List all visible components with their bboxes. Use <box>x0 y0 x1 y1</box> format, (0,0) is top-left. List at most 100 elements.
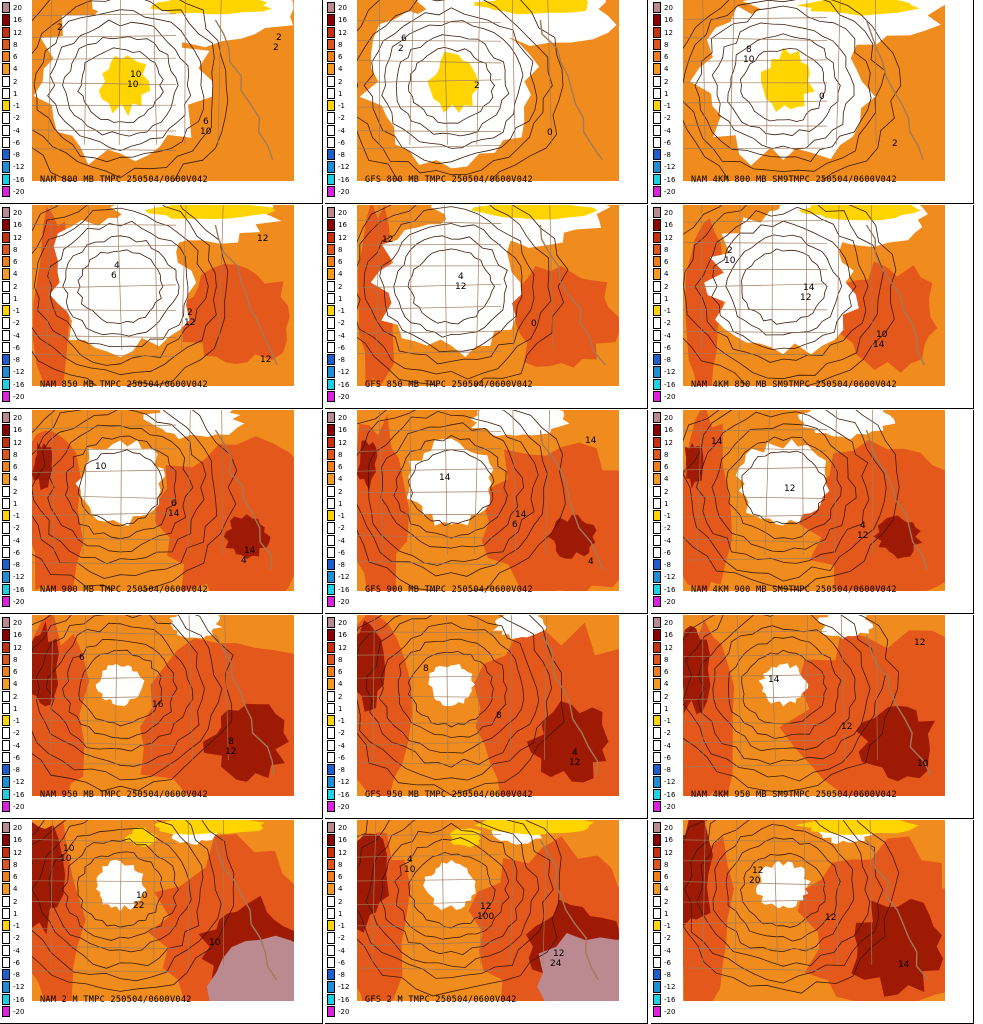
isotherm-contour <box>727 33 841 137</box>
contour-label: 12 <box>184 318 195 328</box>
legend-swatch <box>2 690 10 702</box>
panel-caption: GFS 950 MB TMPC 250504/0600V042 <box>365 790 533 800</box>
freezing-region-north <box>796 0 920 16</box>
legend-label: 2 <box>13 487 18 496</box>
contour-label: 10 <box>130 70 142 80</box>
cold-region <box>406 438 494 526</box>
legend-swatch <box>2 243 10 255</box>
legend-swatch <box>327 412 335 424</box>
legend-swatch <box>2 595 10 607</box>
state-boundary <box>357 429 502 432</box>
freezing-region-north <box>150 0 272 15</box>
legend-swatch <box>327 727 335 739</box>
isotherm-contour <box>32 410 218 579</box>
contour-label: 20 <box>749 876 761 886</box>
contour-label: 2 <box>187 308 193 318</box>
legend-label: 20 <box>13 414 22 422</box>
state-boundary <box>736 615 742 760</box>
state-boundary <box>357 144 502 150</box>
state-boundary <box>32 469 177 473</box>
legend-swatch <box>327 895 335 907</box>
legend-label: -20 <box>664 597 676 606</box>
legend-label: -20 <box>13 392 25 401</box>
legend-label: 2 <box>338 77 343 86</box>
legend-swatch <box>653 185 661 197</box>
legend-swatch <box>653 390 661 402</box>
state-boundary <box>357 219 502 224</box>
legend-swatch <box>2 739 10 751</box>
legend-label: -20 <box>664 392 676 401</box>
state-boundary <box>32 927 177 930</box>
legend-label: -12 <box>664 163 676 172</box>
legend-label: 4 <box>338 475 343 484</box>
legend-label: 6 <box>13 53 18 61</box>
legend-swatch <box>2 1005 10 1017</box>
state-boundary <box>683 881 828 886</box>
isotherm-contour <box>77 851 164 928</box>
legend-label: 8 <box>338 860 343 869</box>
state-boundary <box>805 205 808 350</box>
legend-label: -6 <box>338 138 345 147</box>
state-boundary <box>32 448 177 451</box>
state-boundary <box>357 40 502 42</box>
freezing-region-north <box>798 205 921 221</box>
legend-label: -1 <box>338 512 345 520</box>
legend-swatch <box>2 678 10 690</box>
legend-label: -20 <box>338 597 350 606</box>
state-boundary <box>509 820 515 965</box>
legend-swatch <box>2 448 10 460</box>
state-boundary <box>764 410 770 555</box>
legend-label: -20 <box>338 187 350 196</box>
legend-label: -16 <box>13 790 25 799</box>
isotherm-contour <box>407 46 495 124</box>
contour-label: 14 <box>515 510 527 520</box>
legend-swatch <box>2 2 10 14</box>
legend-swatch <box>653 26 661 38</box>
temperature-field-svg: 8 6 16 12 <box>32 615 294 796</box>
state-boundary <box>218 205 224 350</box>
hot-region-west <box>683 625 711 715</box>
map-panel-r1c2: 20 16 12 8 6 4 2 1 -1 -2 -4 -6 -8 -12 -16 -20 14 10 2 12 14 1… <box>651 205 974 409</box>
legend-label: 12 <box>338 233 347 242</box>
legend-label: -1 <box>664 102 671 110</box>
state-boundary <box>549 205 554 350</box>
state-boundary <box>683 948 828 950</box>
legend-label: -6 <box>13 958 20 967</box>
isotherm-contour <box>32 820 235 992</box>
legend-label: 16 <box>338 221 347 230</box>
legend-swatch <box>653 641 661 653</box>
legend-swatch <box>327 2 335 14</box>
legend-label: 4 <box>664 475 669 484</box>
state-boundary <box>512 410 517 555</box>
legend-swatch <box>2 788 10 800</box>
legend-swatch <box>327 1005 335 1017</box>
temperature-map: 14 10 2 12 14 10 <box>683 205 945 386</box>
legend-label: -6 <box>338 343 345 352</box>
coastline <box>539 224 606 366</box>
legend-swatch <box>327 173 335 185</box>
state-boundary <box>409 410 412 555</box>
legend-label: 1 <box>13 909 18 918</box>
legend-label: 6 <box>13 463 18 471</box>
legend-label: -6 <box>13 343 20 352</box>
legend-swatch <box>327 424 335 436</box>
legend-swatch <box>327 317 335 329</box>
legend-label: 4 <box>664 65 669 74</box>
legend-label: 4 <box>338 65 343 74</box>
state-boundary <box>357 741 502 746</box>
legend-label: 1 <box>664 909 669 918</box>
legend-label: -6 <box>664 958 671 967</box>
legend-label: -12 <box>664 368 676 377</box>
temperature-map: 2 10 6 2 10 10 2 <box>32 0 294 181</box>
isotherm-contour <box>711 22 855 150</box>
legend-label: 1 <box>13 499 18 508</box>
isotherm-contour <box>683 615 899 793</box>
legend-swatch <box>2 124 10 136</box>
legend-label: 1 <box>338 909 343 918</box>
legend-label: 12 <box>338 438 347 447</box>
legend-swatch <box>327 629 335 641</box>
legend-label: 16 <box>664 221 673 230</box>
state-boundary <box>119 820 122 965</box>
legend-label: -12 <box>338 983 350 992</box>
